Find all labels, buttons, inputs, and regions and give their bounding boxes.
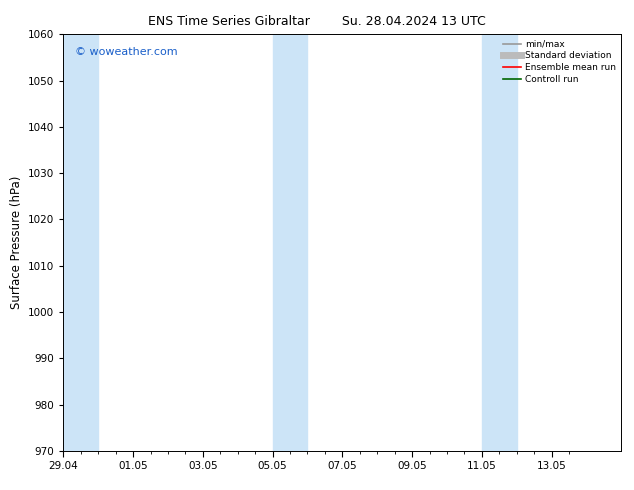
Bar bbox=[273, 34, 307, 451]
Bar bbox=[482, 34, 517, 451]
Legend: min/max, Standard deviation, Ensemble mean run, Controll run: min/max, Standard deviation, Ensemble me… bbox=[500, 36, 619, 87]
Text: © woweather.com: © woweather.com bbox=[75, 47, 177, 57]
Text: ENS Time Series Gibraltar        Su. 28.04.2024 13 UTC: ENS Time Series Gibraltar Su. 28.04.2024… bbox=[148, 15, 486, 28]
Y-axis label: Surface Pressure (hPa): Surface Pressure (hPa) bbox=[10, 176, 23, 309]
Bar bbox=[63, 34, 98, 451]
